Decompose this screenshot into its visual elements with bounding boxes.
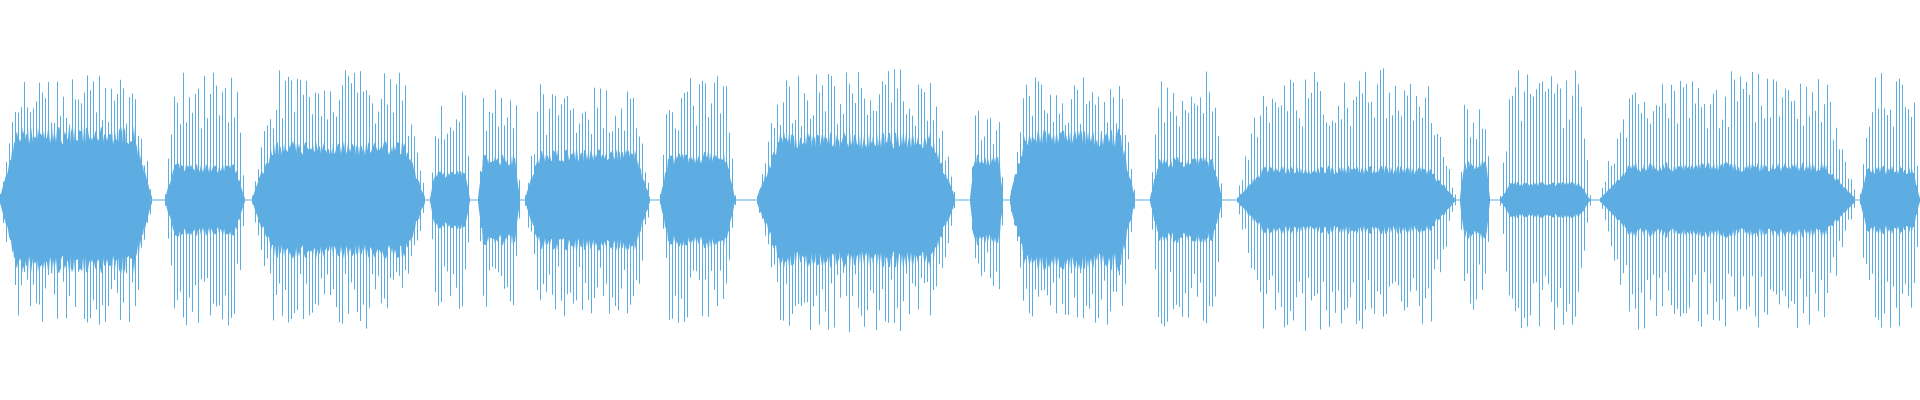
waveform-burst-2 [165,72,245,326]
waveform-core [1150,156,1222,244]
waveform-core [970,154,1003,246]
waveform-core [478,154,520,246]
waveform-core [1600,162,1855,238]
waveform-burst-5 [478,89,520,307]
waveform-core [252,140,425,260]
waveform-burst-1 [0,75,152,325]
waveform-core [430,170,470,230]
waveform-burst-7 [660,76,736,323]
waveform-core [1460,159,1490,241]
waveform-core [0,125,152,275]
waveform-core [1010,128,1135,272]
waveform-core [1500,181,1590,219]
waveform-burst-14 [1500,70,1591,330]
waveform-core [757,131,955,269]
waveform-burst-4 [430,91,470,309]
waveform-burst-9 [970,110,1003,290]
waveform-burst-16 [1860,73,1920,328]
waveform-burst-8 [757,69,955,332]
waveform-burst-12 [1237,68,1456,331]
waveform-core [660,151,735,249]
waveform-core [525,148,650,252]
waveform-burst-11 [1150,71,1222,327]
waveform-burst-3 [252,70,425,329]
waveform-core [1237,165,1455,235]
waveform-core [165,163,245,237]
waveform-burst-10 [1010,77,1135,325]
waveform-burst-6 [525,84,650,317]
waveform-burst-15 [1600,71,1855,330]
waveform-burst-13 [1460,104,1490,310]
waveform-core [1860,165,1920,235]
